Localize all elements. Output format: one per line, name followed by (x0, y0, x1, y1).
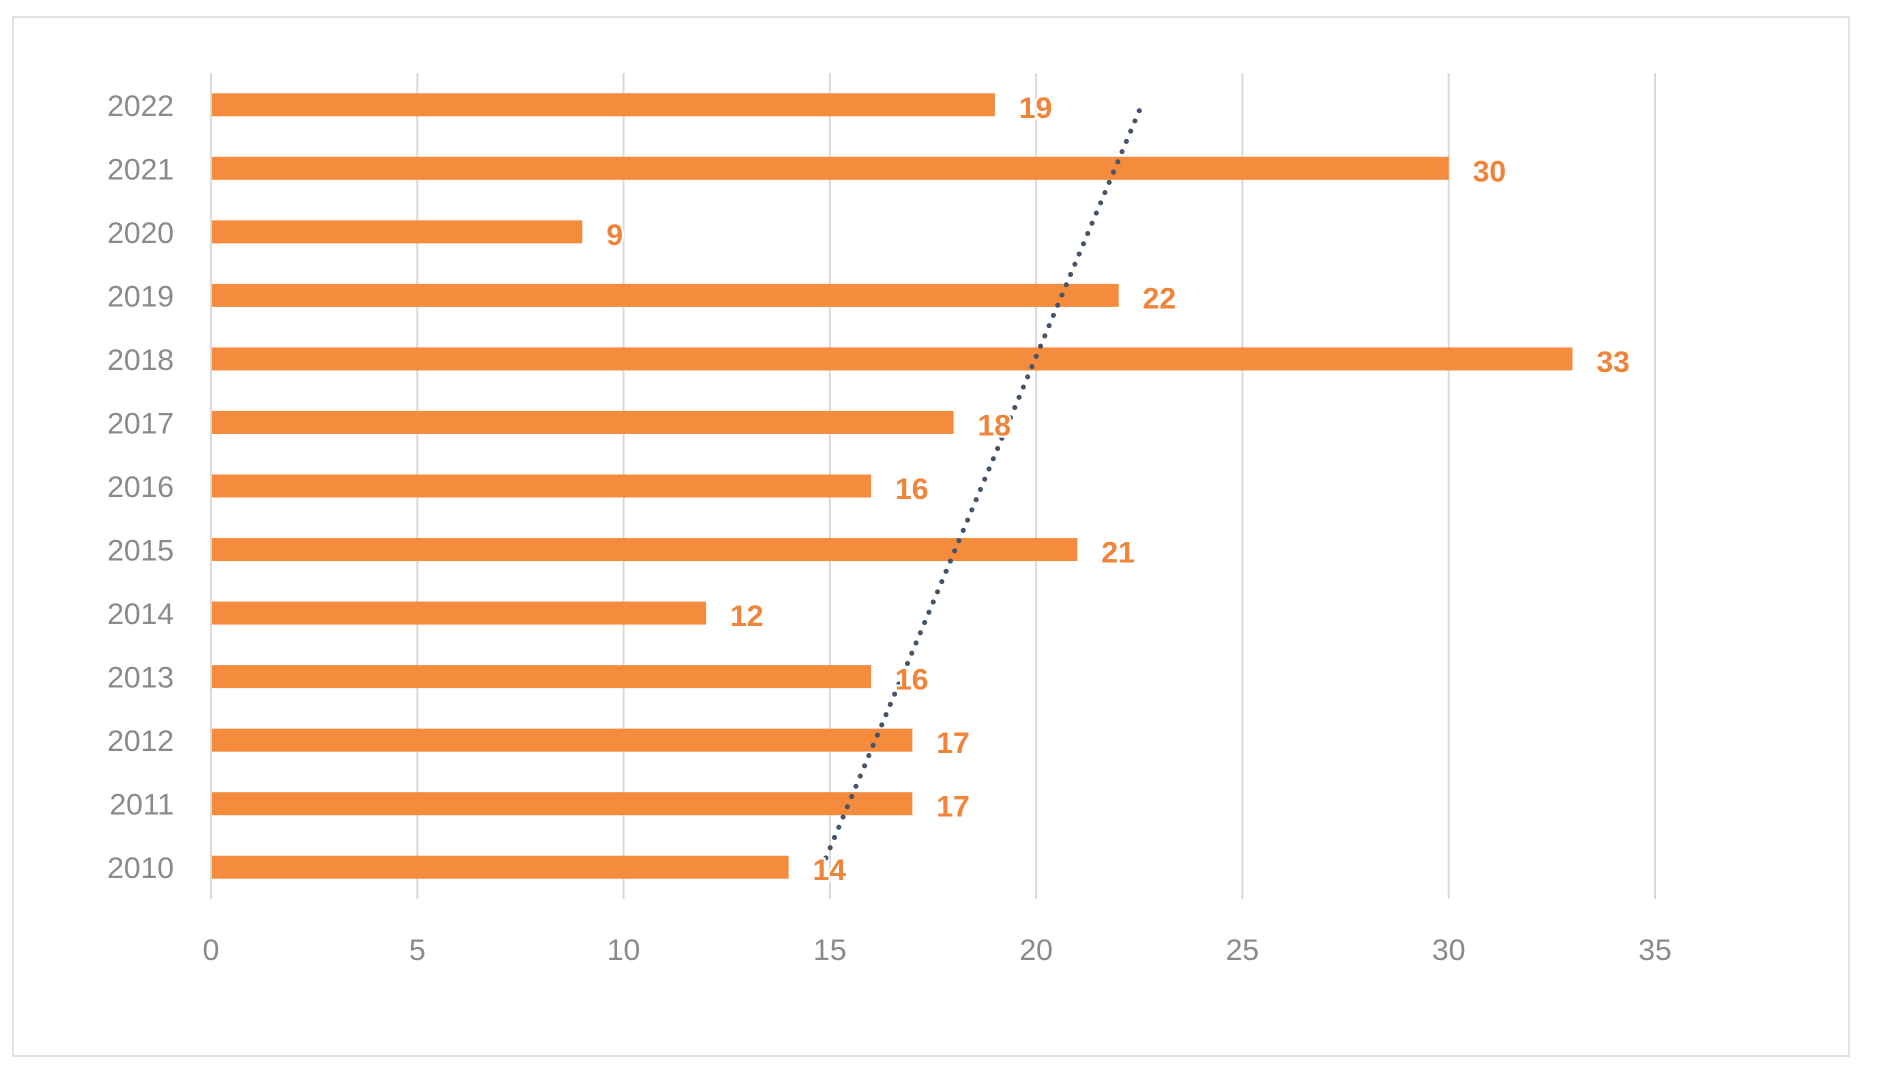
y-tick-label: 2019 (107, 280, 174, 313)
y-tick-label: 2018 (107, 344, 174, 377)
y-tick-label: 2011 (109, 789, 174, 822)
bars (212, 93, 1573, 879)
data-label: 17 (936, 791, 969, 824)
gridlines (210, 73, 1656, 899)
x-axis-labels: 0 5 10 15 20 25 30 35 (203, 934, 1672, 967)
data-label: 12 (730, 600, 763, 633)
chart-frame (12, 16, 1850, 1057)
bar-2019 (212, 283, 1119, 307)
y-tick-label: 2016 (107, 471, 174, 504)
x-tick-label: 5 (409, 934, 426, 967)
y-tick-label: 2015 (107, 535, 174, 568)
y-tick-label: 2014 (107, 598, 174, 631)
bar-2013 (212, 665, 872, 689)
data-label: 21 (1101, 537, 1134, 570)
y-axis-labels: 2022 2021 2020 2019 2018 2017 2016 2015 2014 2013… (107, 90, 174, 885)
x-tick-label: 30 (1432, 934, 1465, 967)
bar-2012 (212, 728, 913, 752)
x-tick-label: 25 (1226, 934, 1259, 967)
y-tick-label: 2020 (107, 217, 174, 250)
data-label: 14 (813, 854, 847, 887)
bar-2022 (212, 93, 995, 117)
bar-2011 (212, 792, 913, 816)
bar-2014 (212, 601, 707, 625)
y-tick-label: 2021 (107, 153, 174, 186)
data-label: 9 (606, 219, 623, 252)
bar-2015 (212, 538, 1078, 562)
x-tick-label: 10 (607, 934, 640, 967)
data-label: 16 (895, 664, 928, 697)
y-tick-label: 2010 (107, 852, 174, 885)
y-tick-label: 2017 (107, 407, 174, 440)
data-label: 18 (978, 409, 1011, 442)
y-tick-label: 2012 (107, 725, 174, 758)
bar-2016 (212, 474, 872, 498)
data-label: 33 (1596, 346, 1629, 379)
x-tick-label: 15 (813, 934, 846, 967)
y-tick-label: 2022 (107, 90, 174, 123)
data-label: 17 (936, 727, 969, 760)
data-label: 16 (895, 473, 928, 506)
data-label: 30 (1473, 155, 1506, 188)
bar-2020 (212, 220, 583, 244)
data-label: 19 (1019, 92, 1052, 125)
data-label: 22 (1143, 282, 1176, 315)
y-tick-label: 2013 (107, 662, 174, 695)
bar-2017 (212, 410, 954, 434)
x-tick-label: 0 (203, 934, 220, 967)
bar-2021 (212, 156, 1449, 180)
x-tick-label: 20 (1019, 934, 1052, 967)
bar-2018 (212, 347, 1573, 371)
bar-2010 (212, 855, 789, 879)
x-tick-label: 35 (1638, 934, 1671, 967)
